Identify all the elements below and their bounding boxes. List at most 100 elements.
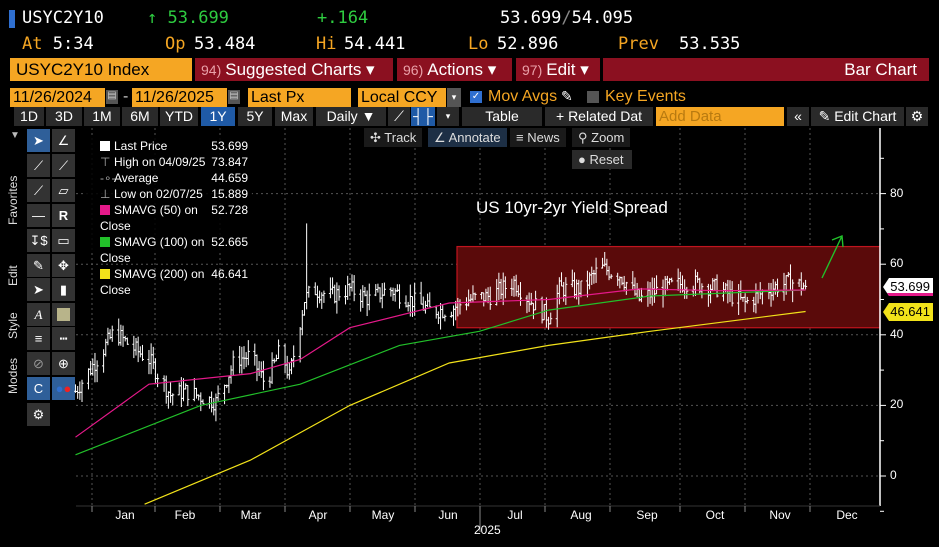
x-tick-label: Mar (240, 508, 262, 522)
legend-swatch (100, 237, 110, 247)
x-tick-label: Jan (115, 508, 135, 522)
period-3d[interactable]: 3D (46, 107, 82, 126)
palette-collapse-icon[interactable]: ▼ (10, 130, 20, 141)
legend-value: 52.728 (211, 203, 248, 217)
currency-select[interactable]: Local CCY (358, 88, 446, 107)
add-data-input[interactable]: Add Data (656, 107, 784, 126)
zoom-button[interactable]: ⚲ Zoom (572, 128, 631, 147)
trendline-icon[interactable]: ⟋ (27, 154, 50, 177)
legend-label: SMAVG (200) on Close (100, 267, 205, 297)
mov-avgs-checkbox[interactable]: ✓ (470, 91, 482, 103)
period-1y[interactable]: 1Y (201, 107, 235, 126)
fill-color-icon[interactable] (52, 303, 75, 326)
sma200-price-tag: 46.641 (883, 303, 933, 321)
lock-mode-icon[interactable]: ⊕ (52, 352, 75, 375)
legend-label: SMAVG (100) on Close (100, 235, 205, 265)
high-value: 54.441 (344, 34, 406, 54)
legend-label: High on 04/09/25 (114, 155, 206, 169)
related-data-button[interactable]: + Related Dat (545, 107, 653, 126)
multi-point-line-icon[interactable]: ⟋ (27, 179, 50, 202)
calendar-icon[interactable]: ▤ (228, 90, 240, 104)
bid-ask: 53.699/54.095 (500, 8, 634, 28)
price-marker-icon[interactable]: ↧$ (27, 229, 50, 252)
rectangle-icon[interactable]: ▭ (52, 229, 75, 252)
move-icon[interactable]: ✥ (52, 254, 75, 277)
legend-label: Last Price (114, 139, 168, 153)
suggested-charts-menu[interactable]: 94) Suggested Charts ▾ (195, 58, 393, 81)
reset-label: Reset (589, 152, 624, 167)
sma100-line (75, 289, 806, 456)
legend-marker-icon: -∘- (100, 171, 116, 185)
edit-chart-button[interactable]: ✎ Edit Chart (811, 107, 904, 126)
menu-number: 96) (403, 62, 424, 78)
legend-label: SMAVG (50) on Close (100, 203, 198, 233)
legend-value: 52.665 (211, 235, 248, 249)
line-chart-button[interactable]: ⟋ (388, 107, 410, 126)
key-events-checkbox[interactable] (587, 91, 599, 103)
legend-item: SMAVG (200) on Close 46.641 (86, 266, 252, 298)
frequency-select[interactable]: Daily ▼ (316, 107, 386, 126)
color-mode-icon[interactable]: ●● (52, 377, 75, 400)
table-button[interactable]: Table (462, 107, 542, 126)
trash-icon[interactable]: ▮ (52, 278, 75, 301)
period-1d[interactable]: 1D (14, 107, 44, 126)
link-mode-icon[interactable]: ⊘ (27, 352, 50, 375)
settings-gear-icon[interactable]: ⚙ (27, 403, 50, 426)
y-tick-label: 80 (890, 185, 904, 200)
ray-line-icon[interactable]: ⟋ (52, 154, 75, 177)
period-5y[interactable]: 5Y (238, 107, 272, 126)
horizontal-line-icon[interactable]: — (27, 204, 50, 227)
pencil-tool-icon[interactable]: ✎ (27, 254, 50, 277)
magnet-mode-icon[interactable]: C (27, 377, 50, 400)
select-add-icon[interactable]: ➤ (27, 278, 50, 301)
period-1m[interactable]: 1M (84, 107, 120, 126)
news-label: News (527, 130, 560, 145)
gear-icon[interactable]: ⚙ (906, 107, 928, 126)
news-button[interactable]: ≡ News (510, 128, 566, 147)
last-price: ↑ 53.699 (147, 8, 229, 30)
legend-swatch (100, 205, 110, 215)
period-6m[interactable]: 6M (122, 107, 158, 126)
track-label: Track (384, 130, 417, 145)
end-date-field[interactable]: 11/26/2025 (132, 88, 227, 107)
net-change: +.164 (317, 8, 369, 28)
x-tick-label: Jun (438, 508, 458, 522)
pencil-icon[interactable]: ✎ (561, 88, 573, 104)
calendar-icon[interactable]: ▤ (106, 90, 118, 104)
text-label-icon[interactable]: R (52, 204, 75, 227)
at-label: At (22, 34, 43, 54)
x-tick-label: Oct (705, 508, 725, 522)
actions-menu[interactable]: 96) Actions ▾ (397, 58, 512, 81)
x-tick-label: Sep (636, 508, 658, 522)
collapse-button[interactable]: « (787, 107, 809, 126)
field-select[interactable]: Last Px (248, 88, 351, 107)
menu-number: 94) (201, 62, 222, 78)
period-ytd[interactable]: YTD (160, 107, 198, 126)
legend-swatch (100, 141, 110, 151)
annotate-button[interactable]: ∠ Annotate (428, 128, 507, 147)
chart-type-dropdown-icon[interactable]: ▾ (437, 107, 459, 126)
line-style-icon[interactable]: ┅ (52, 327, 75, 350)
draw-line-menu-icon[interactable]: ∠ (52, 129, 75, 152)
reset-button[interactable]: ● Reset (572, 150, 632, 169)
annotate-label: Annotate (448, 130, 501, 145)
range-box (456, 245, 881, 329)
bar-chart-button[interactable]: ┤├ (411, 107, 435, 126)
line-weight-icon[interactable]: ≡ (27, 327, 50, 350)
chart-legend: Last Price 53.699 ⊤ High on 04/09/25 73.847-… (86, 138, 252, 297)
prev-value: 53.535 (679, 34, 741, 54)
security-field[interactable]: USYC2Y10 Index (10, 58, 192, 81)
x-tick-label: Jul (507, 508, 523, 522)
edit-menu[interactable]: 97) Edit ▾ (516, 58, 600, 81)
key-events-label: Key Events (605, 88, 686, 105)
legend-value: 44.659 (211, 171, 248, 185)
pointer-tool-icon[interactable]: ➤ (27, 129, 50, 152)
period-max[interactable]: Max (275, 107, 313, 126)
start-date-field[interactable]: 11/26/2024 (10, 88, 105, 107)
font-icon[interactable]: A (27, 303, 50, 326)
currency-dropdown-icon[interactable]: ▾ (447, 88, 461, 107)
ticker-marker (9, 10, 15, 28)
track-button[interactable]: ✣ Track (364, 128, 423, 147)
channel-icon[interactable]: ▱ (52, 179, 75, 202)
y-tick-label: 40 (890, 326, 904, 341)
